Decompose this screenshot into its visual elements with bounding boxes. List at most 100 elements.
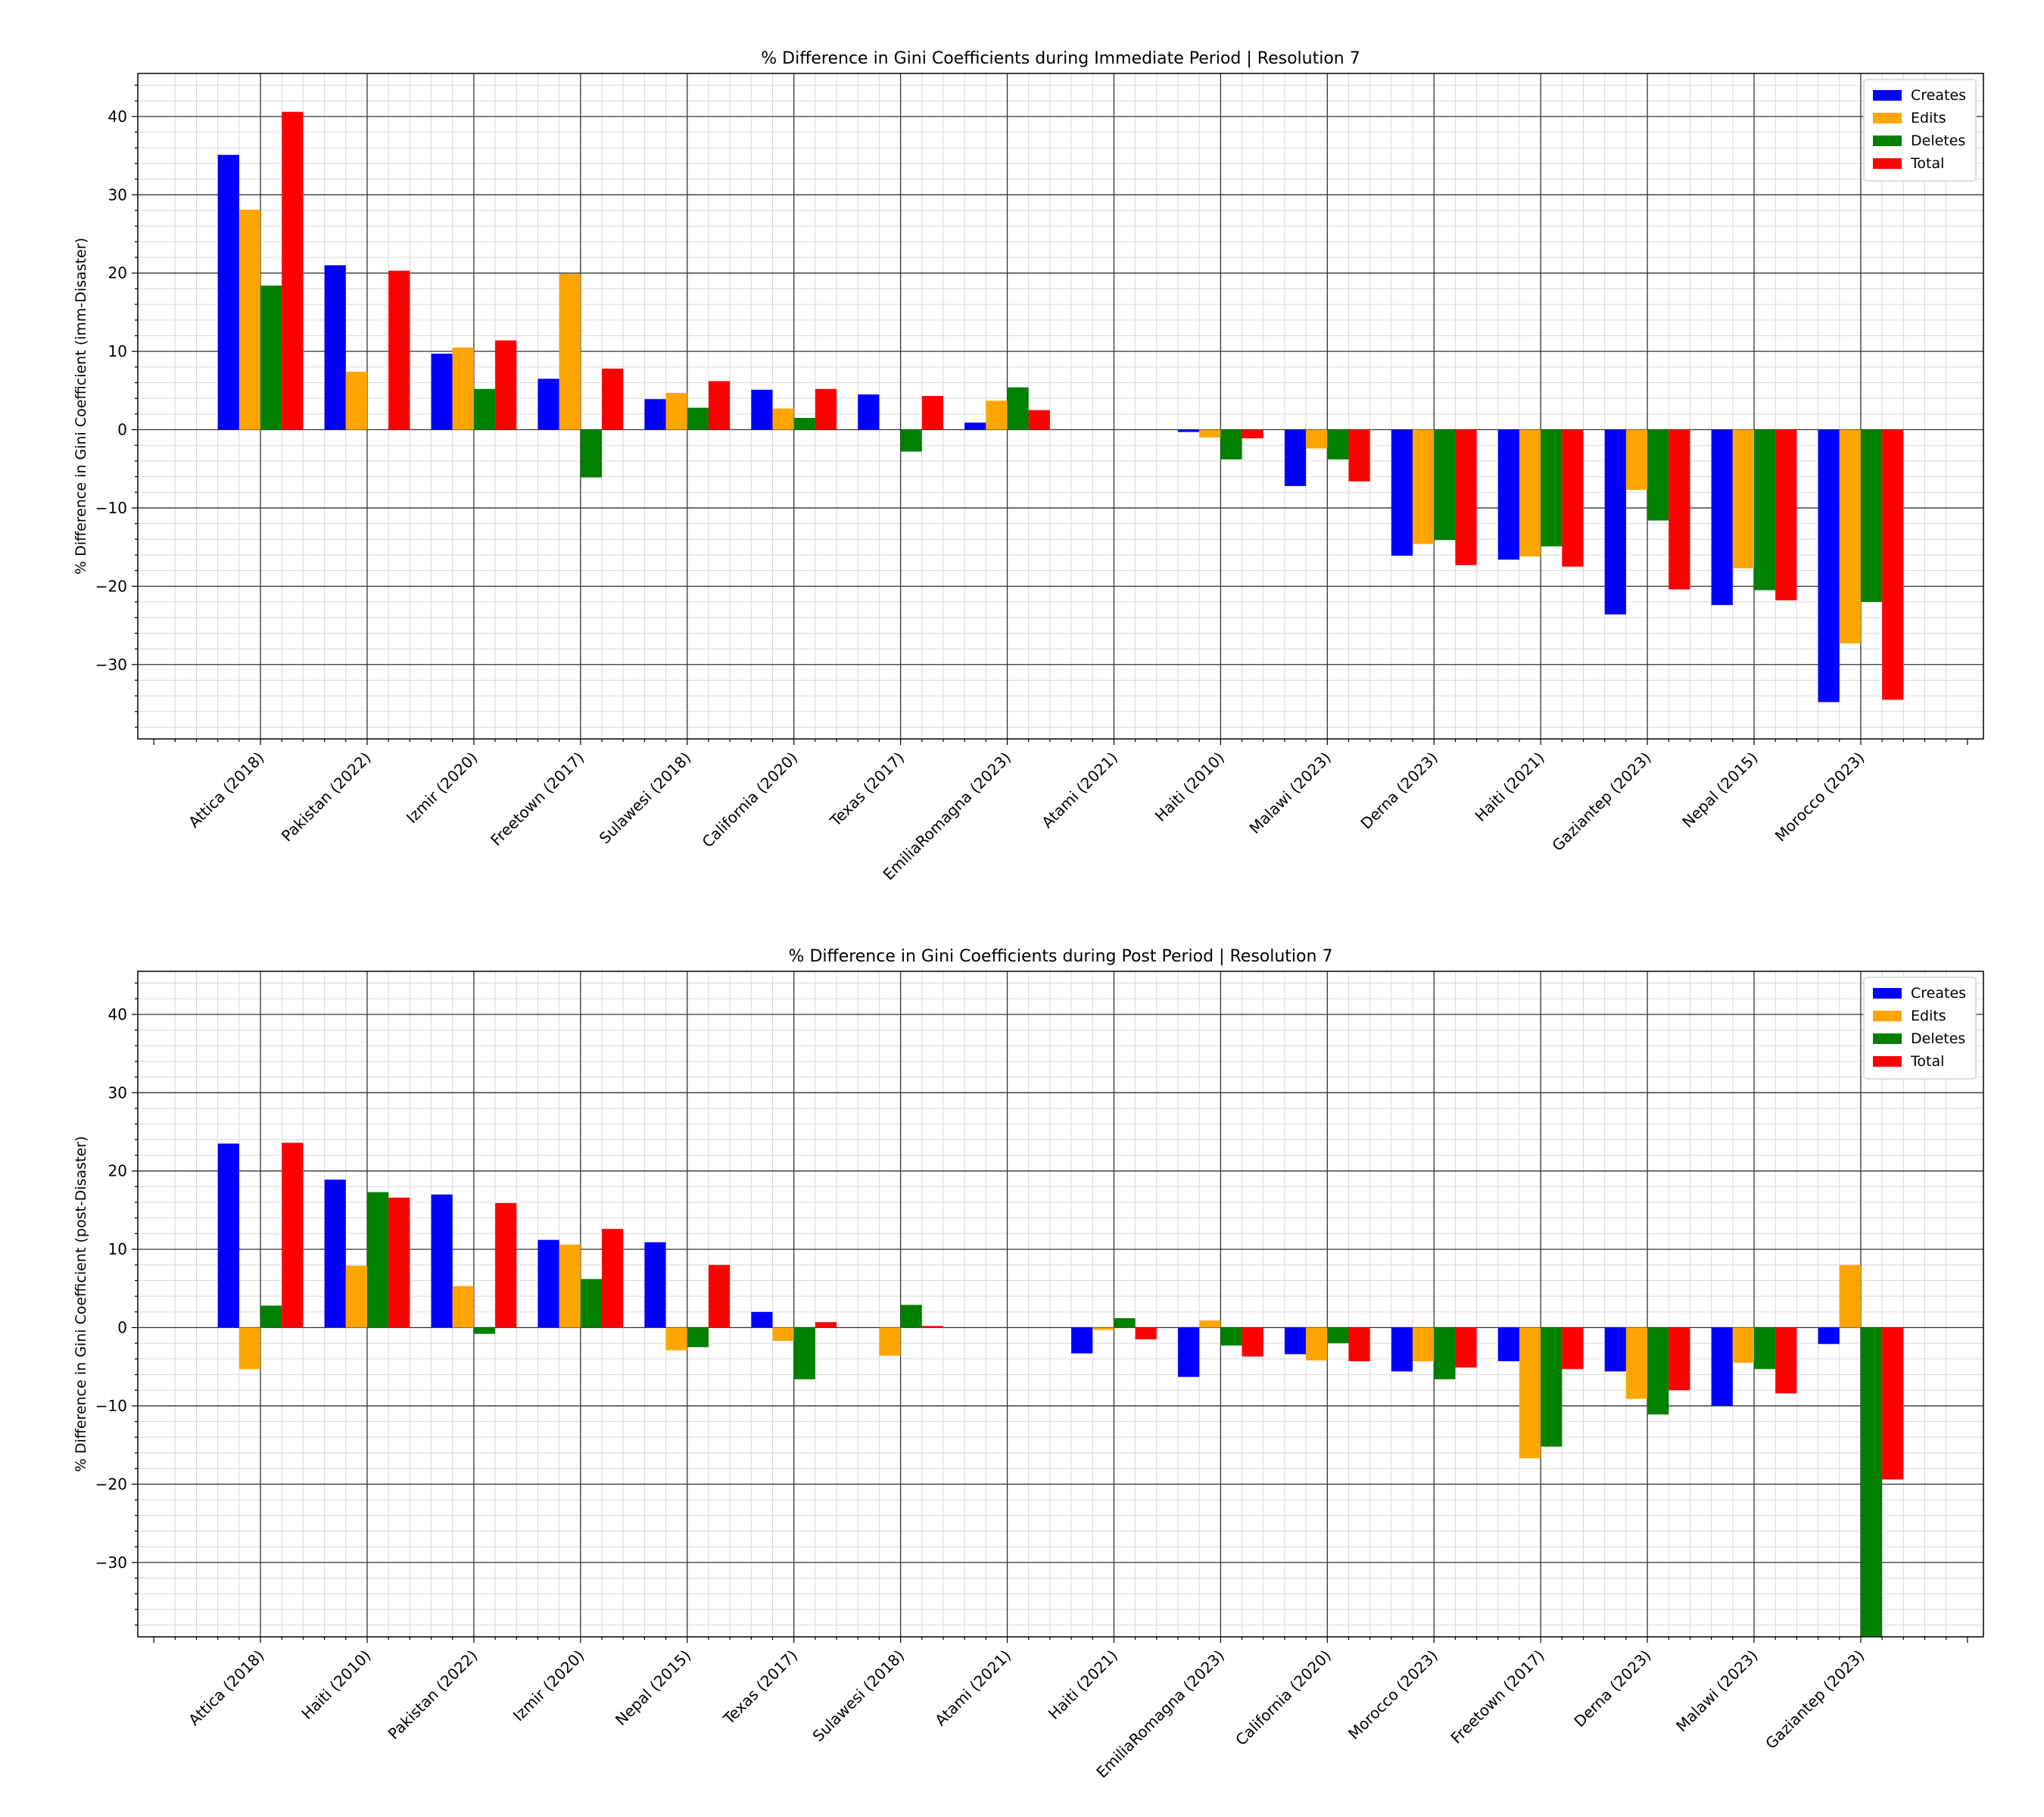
bar-edits-pakistan-2022 (345, 371, 367, 430)
bar-edits-haiti-2010 (1199, 429, 1221, 438)
bar-total-pakistan-2022 (495, 1203, 517, 1328)
bar-edits-izmir-2020 (452, 347, 474, 430)
legend: Creates Edits Deletes Total (1863, 977, 1977, 1080)
bar-total-derna-2023 (1669, 1327, 1690, 1391)
bar-edits-nepal-2015 (665, 1327, 687, 1351)
bar-edits-sulawesi-2018 (665, 392, 687, 430)
bar-total-california-2020 (1348, 1327, 1370, 1361)
bar-deletes-nepal-2015 (687, 1327, 709, 1348)
legend-swatch-creates (1873, 90, 1902, 101)
x-tick-label: Texas (2017) (719, 1647, 801, 1728)
bar-deletes-freetown-2017 (580, 429, 603, 478)
y-tick-label: 10 (108, 342, 127, 360)
bar-creates-izmir-2020 (431, 354, 453, 430)
x-tick-label: Morocco (2023) (1771, 749, 1868, 846)
bar-edits-malawi-2023 (1732, 1327, 1755, 1364)
legend-label-deletes: Deletes (1911, 1030, 1965, 1047)
x-tick-label: Gaziantep (2023) (1762, 1647, 1868, 1753)
y-tick-label: 40 (108, 1005, 127, 1024)
bar-creates-emiliaromagna-2023 (1178, 1327, 1200, 1377)
bar-edits-gaziantep-2023 (1625, 429, 1648, 491)
bar-deletes-sulawesi-2018 (687, 407, 709, 430)
bar-deletes-gaziantep-2023 (1647, 429, 1669, 521)
bar-deletes-derna-2023 (1647, 1327, 1669, 1415)
bar-creates-derna-2023 (1391, 429, 1413, 556)
bar-total-haiti-2010 (388, 1197, 410, 1328)
bar-creates-pakistan-2022 (431, 1194, 453, 1328)
plot-frame (137, 971, 1984, 1638)
bar-total-sulawesi-2018 (921, 1326, 943, 1328)
bar-total-malawi-2023 (1348, 429, 1370, 482)
y-tick-label: 40 (108, 108, 127, 126)
x-axis: Attica (2018) Pakistan (2022) Izmir (2020)… (153, 739, 1968, 884)
x-tick-label: Nepal (2015) (612, 1647, 694, 1729)
bar-edits-nepal-2015 (1732, 429, 1755, 569)
x-tick-label: Haiti (2010) (1151, 749, 1228, 825)
bar-edits-derna-2023 (1625, 1327, 1648, 1399)
bar-creates-california-2020 (1284, 1327, 1307, 1354)
plot-frame (137, 73, 1984, 740)
bar-total-malawi-2023 (1775, 1327, 1797, 1394)
bar-total-nepal-2015 (708, 1264, 731, 1328)
bar-deletes-texas-2017 (900, 429, 922, 452)
bar-deletes-haiti-2021 (1114, 1318, 1136, 1328)
legend: Creates Edits Deletes Total (1863, 79, 1977, 182)
bar-edits-haiti-2010 (345, 1265, 367, 1328)
bar-edits-pakistan-2022 (452, 1286, 474, 1328)
bar-deletes-morocco-2023 (1860, 429, 1883, 603)
y-tick-label: −10 (95, 1397, 127, 1415)
bar-creates-malawi-2023 (1284, 429, 1307, 486)
bar-total-gaziantep-2023 (1882, 1327, 1904, 1480)
bar-deletes-izmir-2020 (473, 388, 496, 430)
y-tick-label: 0 (117, 421, 127, 439)
bar-total-texas-2017 (815, 1322, 837, 1328)
bar-creates-nepal-2015 (644, 1242, 666, 1328)
bar-total-attica-2018 (282, 1142, 304, 1328)
bar-deletes-haiti-2021 (1541, 429, 1563, 547)
x-tick-label: Attica (2018) (185, 1647, 267, 1729)
bar-creates-haiti-2021 (1071, 1327, 1093, 1354)
bar-edits-morocco-2023 (1413, 1327, 1435, 1361)
y-axis: −30 −20 −10 0 10 20 30 40 (95, 84, 138, 728)
legend-swatch-deletes (1873, 136, 1902, 146)
bar-edits-california-2020 (1306, 1327, 1328, 1360)
x-tick-label: Malawi (2023) (1672, 1647, 1761, 1735)
bar-creates-freetown-2017 (537, 379, 559, 430)
y-tick-label: −30 (95, 1554, 127, 1572)
bar-creates-sulawesi-2018 (644, 399, 666, 430)
legend-label-total: Total (1910, 155, 1944, 172)
bar-creates-nepal-2015 (1711, 429, 1733, 606)
bar-deletes-texas-2017 (793, 1327, 815, 1379)
x-tick-label: Atami (2021) (1038, 749, 1121, 832)
bar-creates-morocco-2023 (1818, 429, 1840, 703)
legend-swatch-total (1873, 158, 1902, 169)
bar-creates-texas-2017 (858, 394, 880, 430)
bar-deletes-emiliaromagna-2023 (1220, 1327, 1242, 1346)
bar-deletes-izmir-2020 (580, 1279, 603, 1328)
y-tick-label: −20 (95, 577, 127, 595)
bar-deletes-morocco-2023 (1434, 1327, 1456, 1379)
x-tick-label: Izmir (2020) (403, 749, 481, 827)
x-tick-label: California (2020) (1232, 1647, 1335, 1750)
bar-creates-attica-2018 (217, 1143, 239, 1328)
bar-total-morocco-2023 (1455, 1327, 1477, 1368)
x-tick-label: Freetown (2017) (487, 749, 587, 849)
bar-edits-haiti-2021 (1092, 1327, 1114, 1330)
chart-title: % Difference in Gini Coefficients during… (789, 947, 1333, 966)
bars (217, 1142, 1904, 1637)
x-tick-label: Attica (2018) (185, 749, 267, 831)
x-tick-label: California (2020) (699, 749, 802, 852)
bar-edits-texas-2017 (772, 1327, 794, 1342)
bar-edits-gaziantep-2023 (1839, 1264, 1861, 1328)
bar-total-haiti-2021 (1135, 1327, 1157, 1340)
bar-edits-izmir-2020 (559, 1244, 581, 1328)
x-tick-label: Sulawesi (2018) (596, 749, 695, 848)
x-tick-label: Derna (2023) (1357, 749, 1441, 833)
x-tick-label: Morocco (2023) (1344, 1647, 1441, 1744)
legend-label-edits: Edits (1911, 1008, 1946, 1024)
bar-creates-haiti-2010 (324, 1180, 346, 1328)
x-tick-label: Haiti (2021) (1045, 1647, 1121, 1723)
bar-total-derna-2023 (1455, 429, 1477, 566)
bar-total-morocco-2023 (1882, 429, 1904, 700)
chart-immediate-period: −30 −20 −10 0 10 20 30 40 Attica (2018) Pakistan … (73, 49, 1984, 884)
